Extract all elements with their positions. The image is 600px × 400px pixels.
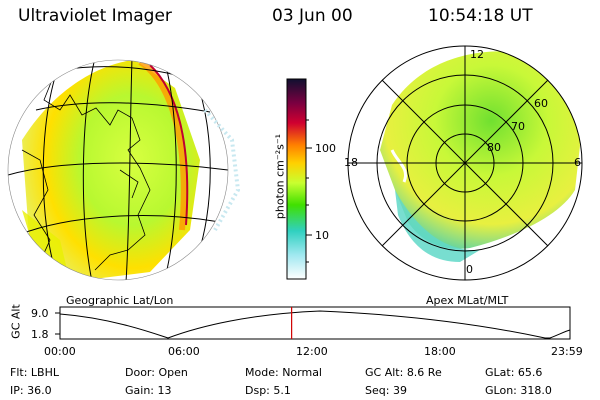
altitude-ytick-max: 9.0 [31,307,49,320]
geographic-image [7,59,241,281]
polar-view-label: Apex MLat/MLT [426,294,509,307]
mlat-label-60: 60 [534,97,548,110]
xtick-0600: 06:00 [168,345,200,358]
mlat-label-70: 70 [511,120,525,133]
mlt-label-0: 0 [466,263,473,276]
altitude-plot [55,306,571,340]
info-glat: GLat: 65.6 [485,366,543,379]
xtick-1800: 18:00 [424,345,456,358]
xtick-1200: 12:00 [296,345,328,358]
xtick-0000: 00:00 [44,345,76,358]
mlt-label-6: 6 [574,156,581,169]
polar-image [347,45,583,281]
mlt-label-18: 18 [344,156,358,169]
colorbar-tick-10: 10 [315,229,329,242]
info-ip: IP: 36.0 [10,384,52,397]
colorbar-unit-label: photon cm⁻²s⁻¹ [273,133,287,220]
info-seq: Seq: 39 [365,384,407,397]
info-gain: Gain: 13 [125,384,172,397]
date-label: 03 Jun 00 [272,6,353,26]
geographic-view-label: Geographic Lat/Lon [66,294,174,307]
info-mode: Mode: Normal [245,366,322,379]
info-filter: Flt: LBHL [10,366,59,379]
time-label: 10:54:18 UT [428,6,533,26]
info-dsp: Dsp: 5.1 [245,384,291,397]
info-glon: GLon: 318.0 [485,384,552,397]
colorbar [286,78,312,280]
colorbar-tick-100: 100 [315,142,336,155]
altitude-ytick-min: 1.8 [31,328,49,341]
altitude-ylabel: GC Alt [9,304,23,339]
xtick-2359: 23:59 [551,345,583,358]
mlt-label-12: 12 [470,48,484,61]
info-gc-alt: GC Alt: 8.6 Re [365,366,442,379]
instrument-title: Ultraviolet Imager [18,6,172,26]
info-door: Door: Open [125,366,188,379]
mlat-label-80: 80 [487,141,501,154]
